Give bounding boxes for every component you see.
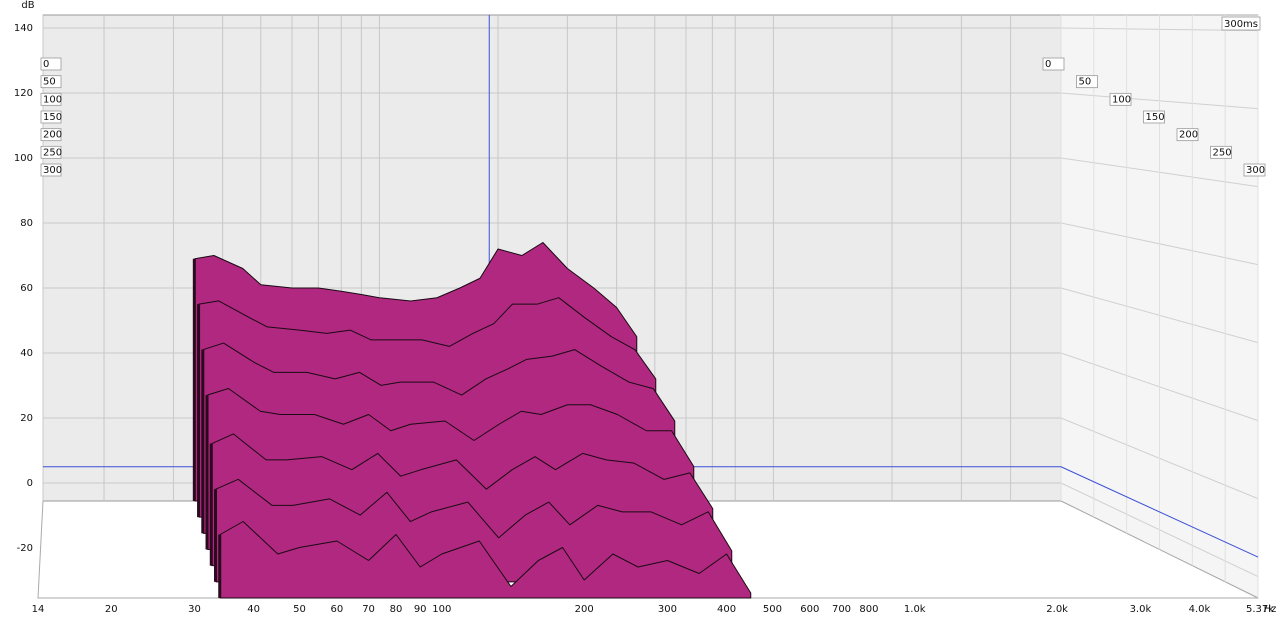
- z-tick-label: 250: [1213, 147, 1232, 158]
- slice-depth: [218, 534, 222, 598]
- y-tick-label: 60: [20, 283, 33, 294]
- y-tick-label: 140: [14, 23, 33, 34]
- x-tick-label: 14: [32, 604, 45, 615]
- slice-depth: [209, 443, 213, 566]
- z-tick-box: [1076, 75, 1098, 89]
- z-tick-box: [1176, 128, 1199, 142]
- labels: -20 0 20 40 60 80 100 120 140 14 20 30 40 50 60 70 80 90 1…: [14, 23, 1274, 615]
- y-tick-label: 40: [20, 348, 33, 359]
- x-tick-label: 40: [247, 604, 260, 615]
- y-tick-label: 100: [14, 153, 33, 164]
- x-tick-label: 1.0k: [904, 604, 926, 615]
- slices: [192, 242, 752, 599]
- z-tick-label: 200: [43, 130, 62, 141]
- z-tick-box: [1042, 57, 1065, 71]
- z-tick-label: 0: [43, 59, 49, 70]
- z-tick-box: [40, 75, 62, 89]
- y-tick-label: -20: [17, 543, 33, 554]
- x-tick-label: 70: [362, 604, 375, 615]
- slice: [219, 521, 752, 599]
- z-tick-label: 150: [43, 112, 62, 123]
- y-tick-label: 80: [20, 218, 33, 229]
- x-tick-label: 20: [105, 604, 118, 615]
- z-tick-label: 0: [1045, 59, 1051, 70]
- x-axis-label: Hz: [1264, 604, 1277, 615]
- x-tick-label: 400: [717, 604, 736, 615]
- z-tick-box: [1243, 163, 1266, 177]
- z-axis-label: 300ms: [1224, 19, 1258, 30]
- slice-depth: [201, 349, 205, 534]
- z-tick-box: [40, 92, 62, 106]
- x-tick-label: 5.37k: [1246, 604, 1274, 615]
- y-axis-label: dB: [21, 0, 34, 11]
- x-tick-label: 3.0k: [1130, 604, 1152, 615]
- z-tick-label: 300: [1246, 165, 1265, 176]
- slice-depth: [214, 489, 218, 582]
- z-tick-box: [40, 57, 62, 71]
- z-tick-label: 100: [1112, 94, 1131, 105]
- y-tick-label: 20: [20, 413, 33, 424]
- z-tick-label: 50: [1079, 77, 1092, 88]
- z-tick-box: [40, 163, 62, 177]
- x-tick-label: 500: [763, 604, 782, 615]
- z-tick-box: [1143, 110, 1165, 124]
- slice-depth: [197, 304, 201, 518]
- cursor-y-wall: [1060, 466, 1259, 558]
- y-tick-label: 0: [27, 478, 33, 489]
- x-tick-label: 90: [414, 604, 427, 615]
- x-tick-label: 50: [293, 604, 306, 615]
- y-tick-label: 120: [14, 88, 33, 99]
- z-tick-box: [40, 128, 62, 142]
- z-tick-label: 50: [43, 77, 56, 88]
- x-tick-label: 30: [188, 604, 201, 615]
- z-label-box: [1221, 16, 1261, 31]
- z-tick-label: 250: [43, 147, 62, 158]
- z-tick-box: [1109, 92, 1132, 106]
- x-tick-label: 4.0k: [1189, 604, 1211, 615]
- x-tick-label: 60: [331, 604, 344, 615]
- x-tick-label: 200: [575, 604, 594, 615]
- z-tick-label: 300: [43, 165, 62, 176]
- slice-depth: [205, 395, 209, 550]
- z-tick-label: 100: [43, 94, 62, 105]
- x-tick-label: 80: [390, 604, 403, 615]
- x-tick-label: 300: [658, 604, 677, 615]
- z-tick-label: 150: [1146, 112, 1165, 123]
- z-tick-label: 200: [1179, 130, 1198, 141]
- x-tick-label: 2.0k: [1046, 604, 1068, 615]
- slice-depth: [192, 258, 196, 501]
- x-tick-label: 800: [859, 604, 878, 615]
- x-tick-label: 600: [800, 604, 819, 615]
- x-tick-label: 100: [432, 604, 451, 615]
- z-tick-box: [40, 145, 62, 159]
- x-tick-label: 700: [832, 604, 851, 615]
- z-tick-box: [1210, 145, 1232, 159]
- z-tick-box: [40, 110, 62, 124]
